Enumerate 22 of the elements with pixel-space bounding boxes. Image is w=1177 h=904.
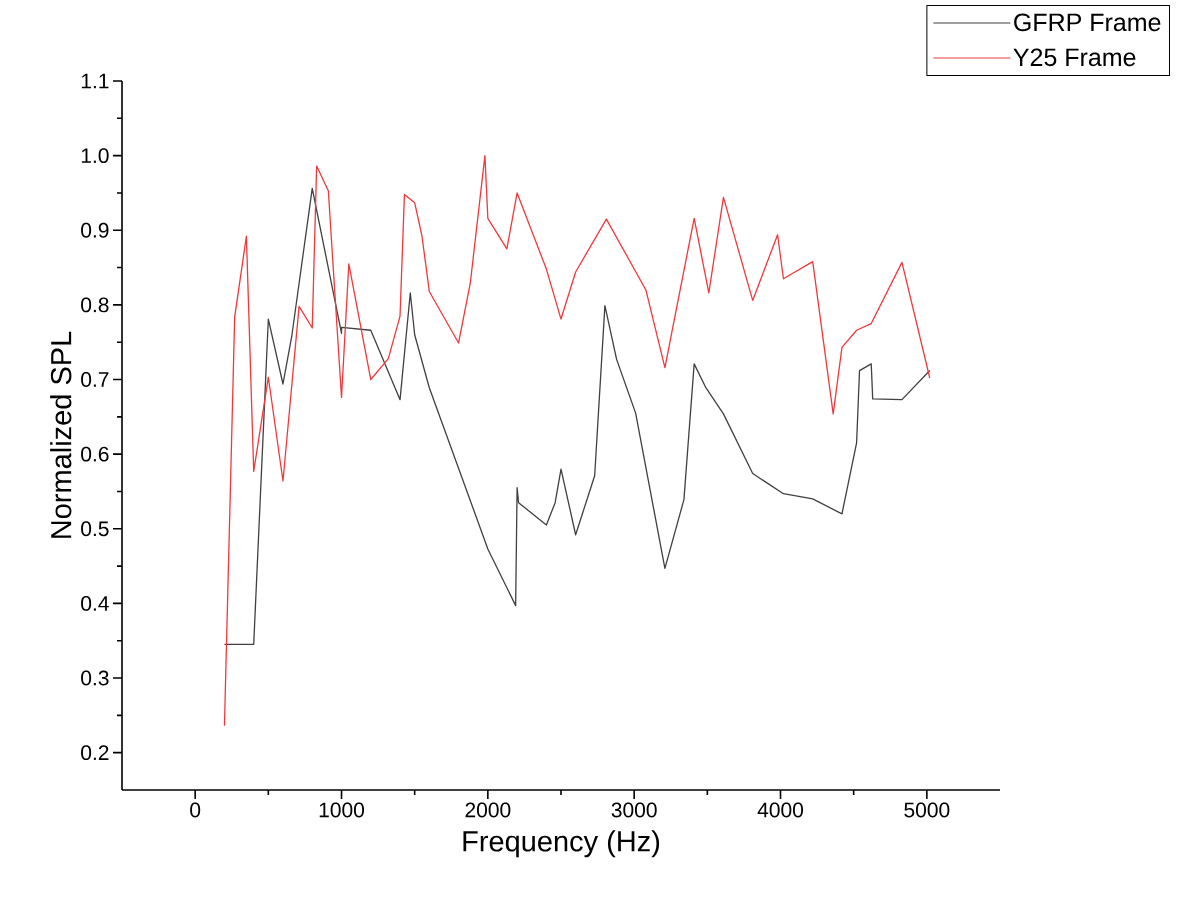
y-tick-label: 0.8 (81, 297, 109, 313)
x-tick-label: 5000 (904, 802, 950, 818)
y-tick-label: 0.5 (81, 521, 109, 537)
y-tick-label: 0.3 (81, 670, 109, 686)
legend-label: GFRP Frame (1014, 13, 1161, 32)
line-series (223, 187, 931, 646)
y-tick-label: 0.7 (81, 372, 109, 387)
y-tick-label: 0.6 (81, 446, 109, 462)
y-tick-label: 1.0 (81, 148, 109, 164)
y-tick-label: 0.4 (81, 595, 109, 611)
x-tick-label: 3000 (611, 802, 657, 818)
y-tick-label: 0.2 (81, 745, 109, 761)
y-tick-label: 1.1 (81, 73, 109, 89)
y-axis-title: Normalized SPL (50, 331, 72, 538)
x-tick-label: 4000 (757, 802, 804, 818)
x-tick-label: 1000 (319, 802, 365, 818)
y-tick-label: 0.9 (81, 222, 109, 238)
x-axis-title: Frequency (Hz) (463, 830, 660, 858)
legend-label: Y25 Frame (1013, 48, 1136, 67)
x-tick-label: 2000 (465, 802, 511, 818)
x-tick-label: 0 (190, 802, 201, 818)
line-series (223, 154, 931, 727)
